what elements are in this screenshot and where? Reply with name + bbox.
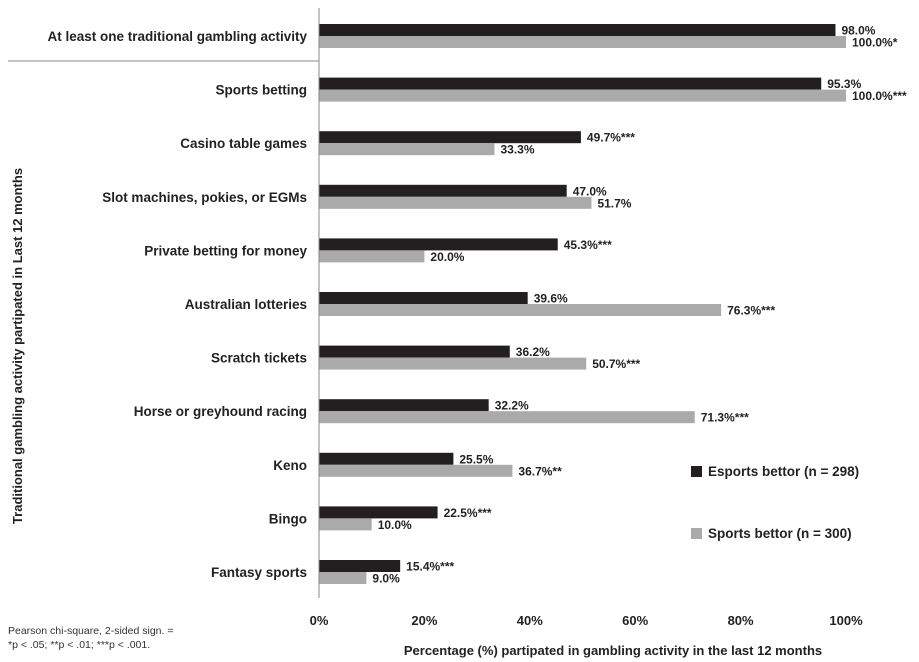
value-label-esports: 15.4%*** [406,560,454,574]
legend-label-esports: Esports bettor (n = 298) [708,464,859,479]
category-label: Fantasy sports [211,565,307,580]
category-label: Australian lotteries [185,297,307,312]
value-label-esports: 22.5%*** [444,506,492,520]
legend-swatch-esports [691,466,702,477]
value-label-sports: 9.0% [372,572,400,586]
bar-sports [319,36,846,48]
category-label: Sports betting [216,83,308,98]
value-label-esports: 36.2% [516,345,550,359]
bar-sports [319,197,591,209]
bar-esports [319,24,835,36]
note-line-2: *p < .05; **p < .01; ***p < .001. [8,638,173,652]
value-label-esports: 49.7%*** [587,131,635,145]
bar-esports [319,399,489,411]
value-label-sports: 100.0%*** [852,89,907,103]
bar-sports [319,572,366,584]
legend: Esports bettor (n = 298) Sports bettor (… [691,464,859,541]
bar-sports [319,518,372,530]
y-axis-title: Traditional gambling activity partipated… [10,168,25,524]
value-label-sports: 10.0% [378,518,412,532]
bar-sports [319,358,586,370]
value-label-sports: 50.7%*** [592,357,640,371]
bar-sports [319,143,494,155]
value-label-esports: 32.2% [495,399,529,413]
value-label-sports: 71.3%*** [701,411,749,425]
category-label: Slot machines, pokies, or EGMs [102,190,307,205]
category-label: Scratch tickets [211,351,307,366]
category-label: Casino table games [180,136,307,151]
value-label-sports: 33.3% [500,143,534,157]
value-label-sports: 20.0% [430,250,464,264]
bar-sports [319,90,846,102]
bar-sports [319,304,721,316]
note-line-1: Pearson chi-square, 2-sided sign. = [8,624,173,638]
x-tick-label: 100% [829,613,863,628]
bar-esports [319,131,581,143]
bar-esports [319,560,400,572]
legend-label-sports: Sports bettor (n = 300) [708,526,852,541]
x-axis-title: Percentage (%) partipated in gambling ac… [404,643,822,658]
value-label-esports: 39.6% [534,292,568,306]
x-tick-label: 40% [517,613,543,628]
bar-esports [319,453,453,465]
bar-esports [319,506,438,518]
bar-sports [319,465,512,477]
legend-swatch-sports [691,528,702,539]
bar-esports [319,238,558,250]
x-tick-label: 20% [411,613,437,628]
value-label-sports: 36.7%** [518,464,562,478]
value-label-sports: 51.7% [597,196,631,210]
significance-note: Pearson chi-square, 2-sided sign. = *p <… [8,624,173,652]
bar-sports [319,411,695,423]
category-label: Horse or greyhound racing [134,404,307,419]
category-label: At least one traditional gambling activi… [47,29,307,44]
bar-sports [319,250,424,262]
x-tick-label: 60% [622,613,648,628]
value-label-esports: 45.3%*** [564,238,612,252]
bar-esports [319,78,821,90]
x-tick-label: 0% [310,613,329,628]
value-label-esports: 25.5% [459,452,493,466]
bar-esports [319,292,528,304]
value-label-sports: 100.0%* [852,36,898,50]
value-label-sports: 76.3%*** [727,304,775,318]
bar-esports [319,185,567,197]
category-label: Private betting for money [144,243,307,258]
category-label: Bingo [269,511,307,526]
x-tick-label: 80% [728,613,754,628]
bar-esports [319,346,510,358]
category-label: Keno [273,458,307,473]
